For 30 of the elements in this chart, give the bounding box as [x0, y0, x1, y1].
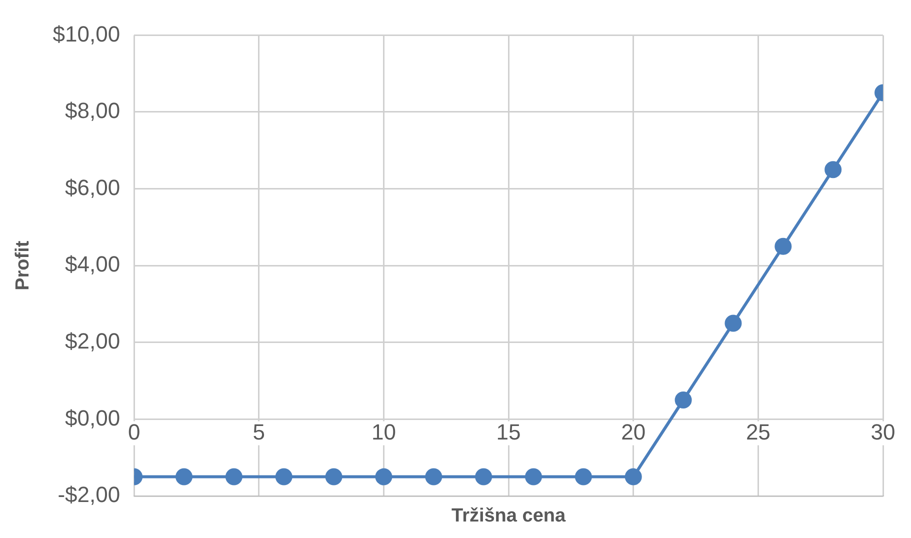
- y-tick-label: $2,00: [65, 328, 120, 354]
- point: [624, 468, 642, 486]
- point: [824, 161, 842, 178]
- x-tick-label: 10: [371, 419, 396, 444]
- x-tick-label: 25: [746, 419, 770, 444]
- x-tick-label: 5: [252, 419, 266, 444]
- point: [425, 468, 442, 486]
- y-tick-label: $0,00: [65, 405, 120, 430]
- point: [176, 468, 193, 486]
- y-tick-label: $6,00: [65, 174, 120, 200]
- point: [574, 468, 592, 486]
- x-axis-title: Tržišna cena: [452, 506, 566, 527]
- point: [475, 468, 492, 486]
- point: [724, 314, 742, 332]
- y-tick-label: $4,00: [65, 252, 120, 277]
- x-tick-label: 0: [128, 419, 140, 444]
- point: [525, 468, 542, 486]
- point: [375, 468, 392, 486]
- point: [225, 468, 242, 486]
- x-tick-label: 30: [870, 419, 896, 444]
- y-axis-title: Profit: [12, 240, 34, 290]
- point: [325, 468, 342, 486]
- point: [674, 392, 692, 408]
- x-tick-label: 15: [496, 419, 521, 444]
- x-tick-label: 20: [621, 419, 646, 444]
- y-tick-label: $10,00: [52, 21, 120, 46]
- y-tick-label: -$2,00: [58, 482, 120, 508]
- point: [275, 468, 292, 486]
- point: [774, 238, 792, 255]
- y-tick-label: $8,00: [65, 98, 120, 124]
